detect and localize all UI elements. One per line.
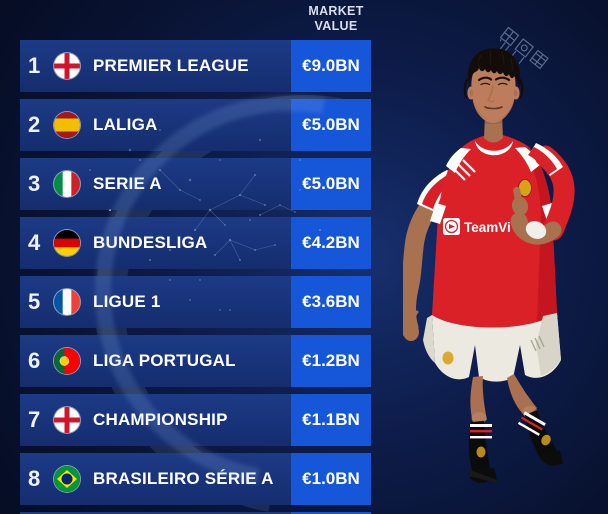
svg-text:TeamVi: TeamVi [464,220,511,235]
